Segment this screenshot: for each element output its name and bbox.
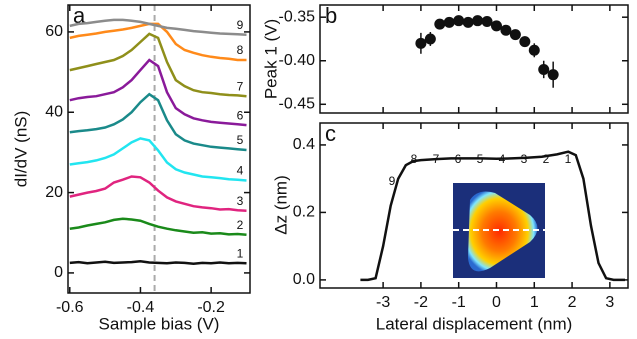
spectrum-line [69,92,247,152]
y-axis-label: dI/dV (nS) [11,111,30,188]
spectrum-line [69,175,247,212]
x-axis-label: Lateral displacement (nm) [376,314,573,333]
point-label: 2 [543,152,550,166]
x-tick-label: -0.2 [197,299,225,316]
x-tick-label: 3 [605,294,614,311]
series-label: 6 [237,108,244,122]
panel: -0.6 -0.4 -0.2 0 20 40 60 dI/dV (nS) Sample bias… [11,3,251,333]
y-axis-label: Peak 1 (V) [261,19,280,99]
panel-label: b [325,3,337,28]
x-tick-label: -0.4 [127,299,155,316]
spectrum-line [69,58,247,127]
point-label: 1 [565,152,572,166]
y-axis-label: Δz (nm) [271,175,290,235]
y-tick-label: 0.2 [293,204,315,221]
y-tick-label: -0.35 [279,8,316,25]
spectrum-line [69,260,247,265]
y-tick-label: -0.40 [279,52,316,69]
data-point [538,63,550,75]
x-tick-label: -2 [414,294,428,311]
series-label: 1 [237,246,244,260]
series-label: 8 [237,43,244,57]
panel-label: c [325,121,336,146]
x-tick-label: 1 [530,294,539,311]
y-tick-label: 0.4 [293,136,315,153]
y-tick-label: -0.45 [279,96,316,113]
x-tick-label: 2 [568,294,577,311]
series-label: 4 [237,164,244,178]
series-label: 2 [237,218,244,232]
x-axis-label: Sample bias (V) [99,314,220,333]
point-label: 4 [499,152,506,166]
x-tick-label: 0 [492,294,501,311]
x-tick-label: -0.6 [56,299,84,316]
data-point [528,44,540,56]
plot-frame [67,4,251,294]
panel-label: a [73,3,86,28]
point-label: 9 [389,174,396,188]
inset-image [453,183,545,278]
data-point [519,36,531,48]
x-tick-label: -1 [452,294,466,311]
data-point [453,15,465,27]
data-point [434,18,446,30]
point-label: 3 [521,152,528,166]
spectrum-line [69,18,247,36]
data-point [424,33,436,45]
plot-frame [319,122,629,289]
data-point [481,16,493,28]
inset-island [468,191,538,272]
point-label: 8 [411,152,418,166]
series-label: 5 [237,133,244,147]
spectrum-line [69,22,247,62]
y-tick-label: 40 [45,103,63,120]
data-point [500,24,512,36]
panel: -3 -2 -1 0 1 2 3 0.0 0.2 0.4 Δz (nm) Lateral displa… [271,121,629,333]
y-tick-label: 0.0 [293,271,315,288]
height-profile [360,150,625,282]
y-tick-label: 60 [45,23,63,40]
x-tick-label: -3 [376,294,390,311]
data-point [462,16,474,28]
data-point [472,15,484,27]
spectrum-line [69,217,247,237]
point-label: 5 [477,152,484,166]
plot-frame [319,4,629,114]
spectrum-line [69,137,247,182]
data-point [490,20,502,32]
data-point [509,29,521,41]
series-label: 3 [237,194,244,208]
data-point [443,16,455,28]
series-label: 7 [237,79,244,93]
point-label: 6 [455,152,462,166]
data-point [415,37,427,49]
y-tick-label: 0 [54,264,63,281]
data-point [547,69,559,81]
y-tick-label: 20 [45,184,63,201]
spectrum-line [69,32,247,98]
series-label: 9 [237,18,244,32]
point-label: 7 [433,152,440,166]
